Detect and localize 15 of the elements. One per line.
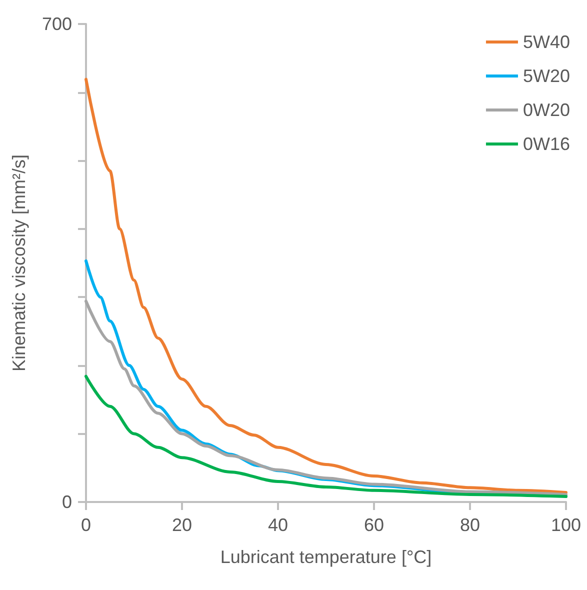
x-tick-label: 40 [268, 515, 288, 535]
x-tick-label: 100 [550, 515, 582, 535]
x-tick-label: 60 [364, 515, 384, 535]
y-tick-label: 700 [42, 14, 72, 34]
x-tick-label: 20 [172, 515, 192, 535]
x-tick-label: 0 [80, 515, 92, 535]
legend-label: 0W20 [522, 100, 570, 120]
y-axis-title: Kinematic viscosity [mm²/s] [9, 154, 29, 372]
legend-label: 5W20 [522, 66, 570, 86]
line-series [84, 374, 568, 498]
legend-label: 0W16 [522, 134, 570, 154]
x-tick-label: 80 [460, 515, 480, 535]
legend-label: 5W40 [522, 32, 570, 52]
x-axis-title: Lubricant temperature [°C] [220, 547, 432, 567]
line-series [84, 300, 568, 496]
